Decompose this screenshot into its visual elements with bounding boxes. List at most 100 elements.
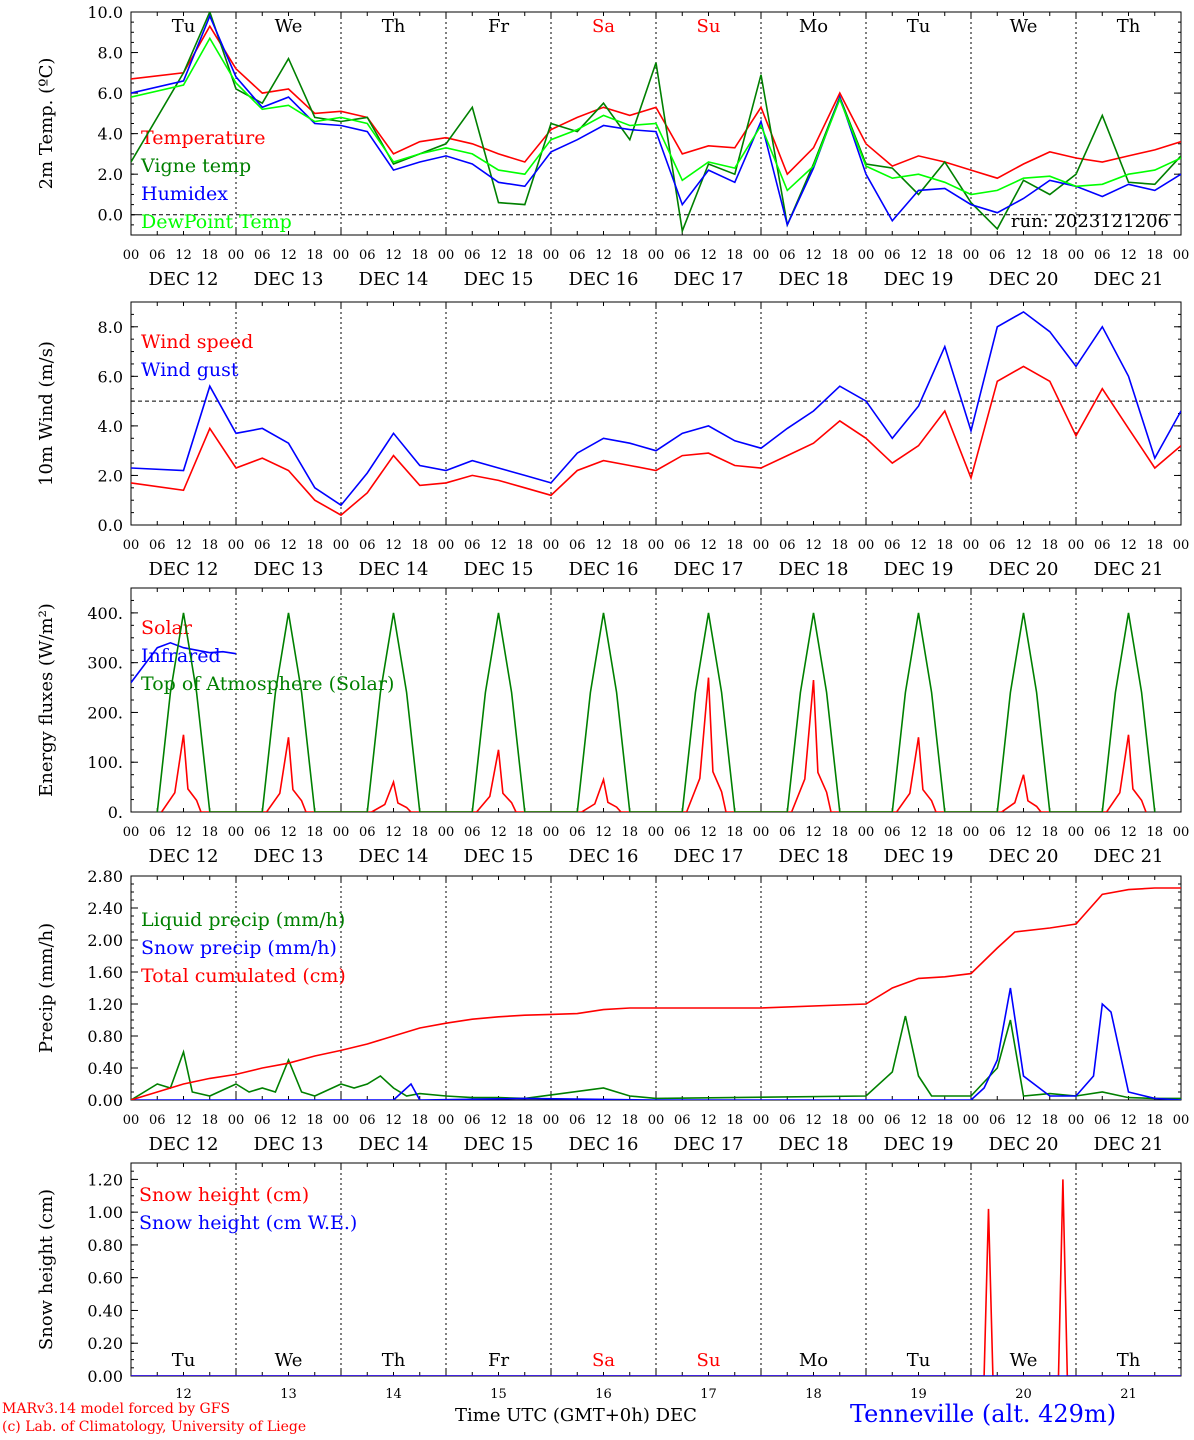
x-date-label: 20 xyxy=(1015,1387,1032,1400)
series-line-0-2 xyxy=(131,14,1181,228)
x-date-label: DEC 14 xyxy=(359,1134,429,1155)
x-date-label: DEC 15 xyxy=(464,269,534,290)
run-annotation: run: 2023121206 xyxy=(1011,211,1169,232)
x-hour-label: 18 xyxy=(201,538,218,553)
x-hour-label: 18 xyxy=(306,248,323,263)
x-hour-label: 12 xyxy=(175,248,192,263)
x-hour-label: 12 xyxy=(910,538,927,553)
y-tick-label: 0.00 xyxy=(87,1367,123,1386)
x-hour-label: 12 xyxy=(175,825,192,840)
y-tick-label: 0.20 xyxy=(87,1334,123,1353)
x-hour-label: 12 xyxy=(595,538,612,553)
x-hour-label: 18 xyxy=(1041,248,1058,263)
y-tick-label: 2.0 xyxy=(98,165,123,184)
x-date-label: DEC 17 xyxy=(674,269,744,290)
day-of-week-label: Mo xyxy=(799,1350,828,1371)
x-hour-label: 06 xyxy=(254,825,271,840)
x-hour-label: 00 xyxy=(1068,825,1085,840)
x-hour-label: 18 xyxy=(936,538,953,553)
x-hour-label: 06 xyxy=(1094,1113,1111,1128)
x-hour-label: 00 xyxy=(858,248,875,263)
x-hour-label: 06 xyxy=(674,248,691,263)
x-hour-label: 00 xyxy=(753,248,770,263)
x-hour-label: 12 xyxy=(490,1113,507,1128)
x-hour-label: 06 xyxy=(1094,538,1111,553)
x-date-label: DEC 14 xyxy=(359,269,429,290)
x-hour-label: 00 xyxy=(123,248,140,263)
x-date-label: DEC 21 xyxy=(1094,559,1164,580)
x-hour-label: 12 xyxy=(385,248,402,263)
x-hour-label: 12 xyxy=(280,248,297,263)
day-of-week-label: Tu xyxy=(907,16,931,37)
x-hour-label: 00 xyxy=(123,1113,140,1128)
x-hour-label: 06 xyxy=(359,825,376,840)
y-axis-label: 10m Wind (m/s) xyxy=(36,341,57,486)
x-date-label: DEC 21 xyxy=(1094,269,1164,290)
y-axis-label: Snow height (cm) xyxy=(36,1189,57,1350)
x-hour-label: 06 xyxy=(149,825,166,840)
day-of-week-label: We xyxy=(275,16,303,37)
x-date-label: DEC 18 xyxy=(779,559,849,580)
x-hour-label: 00 xyxy=(1068,538,1085,553)
x-hour-label: 12 xyxy=(805,825,822,840)
x-hour-label: 06 xyxy=(359,1113,376,1128)
x-hour-label: 00 xyxy=(858,538,875,553)
x-hour-label: 06 xyxy=(464,248,481,263)
day-of-week-label: Tu xyxy=(907,1350,931,1371)
y-tick-label: 0.0 xyxy=(98,206,123,225)
y-tick-label: 1.00 xyxy=(87,1203,123,1222)
x-hour-label: 12 xyxy=(910,825,927,840)
x-date-label: DEC 19 xyxy=(884,846,954,867)
x-hour-label: 18 xyxy=(831,825,848,840)
x-hour-label: 06 xyxy=(359,538,376,553)
x-hour-label: 06 xyxy=(1094,248,1111,263)
day-of-week-label: Mo xyxy=(799,16,828,37)
y-tick-label: 1.20 xyxy=(87,1170,123,1189)
series-line-0-3 xyxy=(131,36,1181,196)
y-tick-label: 4.0 xyxy=(98,417,123,436)
x-hour-label: 12 xyxy=(490,248,507,263)
y-axis-label: 2m Temp. (ºC) xyxy=(36,58,57,190)
legend-label: Infrared xyxy=(141,645,221,667)
x-hour-label: 18 xyxy=(306,1113,323,1128)
x-hour-label: 00 xyxy=(1068,1113,1085,1128)
x-hour-label: 18 xyxy=(726,1113,743,1128)
x-hour-label: 00 xyxy=(963,825,980,840)
x-date-label: DEC 16 xyxy=(569,559,639,580)
x-date-label: DEC 13 xyxy=(254,846,324,867)
x-hour-label: 00 xyxy=(648,538,665,553)
x-hour-label: 06 xyxy=(884,825,901,840)
x-hour-label: 06 xyxy=(674,825,691,840)
x-date-label: DEC 13 xyxy=(254,559,324,580)
series-line-0-0 xyxy=(131,24,1181,180)
x-hour-label: 18 xyxy=(726,538,743,553)
x-hour-label: 18 xyxy=(1041,825,1058,840)
x-hour-label: 18 xyxy=(621,825,638,840)
x-date-label: DEC 20 xyxy=(989,559,1059,580)
x-hour-label: 00 xyxy=(333,538,350,553)
x-date-label: 17 xyxy=(700,1387,717,1400)
x-hour-label: 18 xyxy=(411,248,428,263)
x-date-label: DEC 14 xyxy=(359,559,429,580)
x-hour-label: 00 xyxy=(963,538,980,553)
x-hour-label: 00 xyxy=(963,1113,980,1128)
x-hour-label: 12 xyxy=(595,248,612,263)
x-date-label: DEC 19 xyxy=(884,559,954,580)
x-hour-label: 18 xyxy=(306,825,323,840)
x-hour-label: 12 xyxy=(1015,248,1032,263)
meteogram: 0.0 2.0 4.0 6.0 8.0 10.0 2m Temp. (ºC) 00 06 12 18… xyxy=(36,3,1190,1400)
x-date-label: 18 xyxy=(805,1387,822,1400)
x-hour-label: 12 xyxy=(175,538,192,553)
x-hour-label: 12 xyxy=(595,825,612,840)
x-hour-label: 00 xyxy=(753,1113,770,1128)
model-line-1: MARv3.14 model forced by GFS xyxy=(2,1401,231,1417)
x-date-label: DEC 16 xyxy=(569,846,639,867)
x-hour-label: 00 xyxy=(1173,248,1190,263)
x-date-label: DEC 12 xyxy=(149,559,219,580)
x-date-label: DEC 15 xyxy=(464,846,534,867)
x-hour-label: 00 xyxy=(648,248,665,263)
x-hour-label: 00 xyxy=(543,248,560,263)
x-hour-label: 00 xyxy=(333,248,350,263)
x-hour-label: 12 xyxy=(595,1113,612,1128)
x-hour-label: 18 xyxy=(411,1113,428,1128)
